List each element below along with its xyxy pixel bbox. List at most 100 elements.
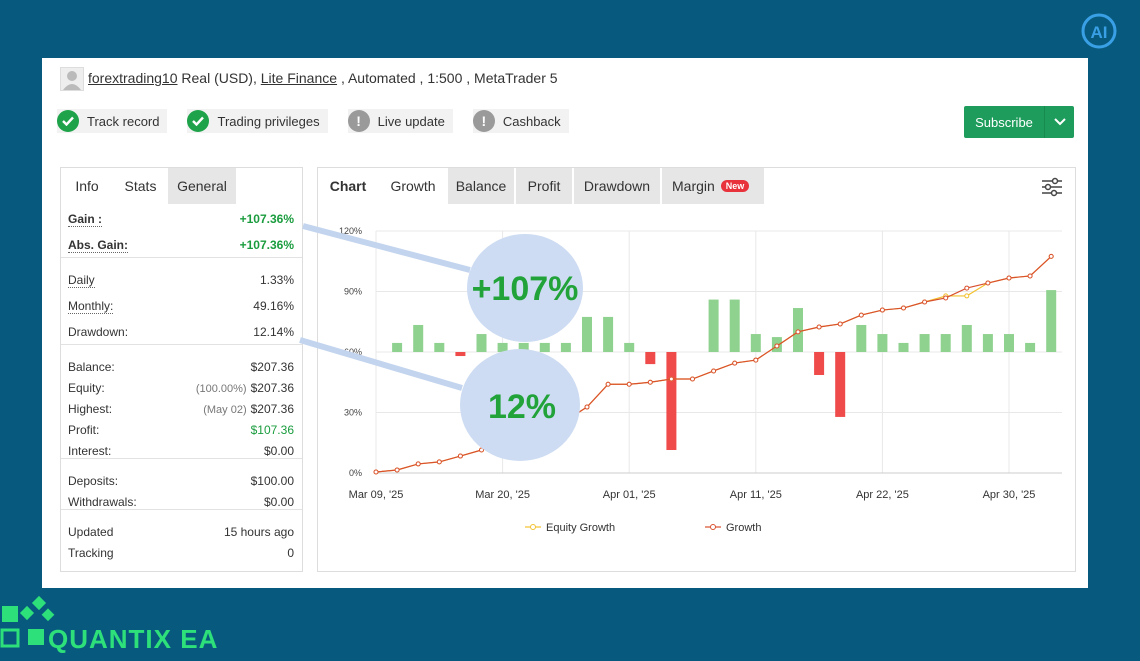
x-tick-label: Mar 20, '25 bbox=[475, 489, 530, 501]
series-point bbox=[837, 321, 843, 327]
daily-bar bbox=[961, 324, 972, 352]
stat-value: 12.14% bbox=[253, 325, 294, 339]
stat-label: Updated bbox=[68, 525, 114, 539]
daily-bar bbox=[898, 342, 909, 352]
daily-bar bbox=[413, 324, 424, 352]
series-point bbox=[901, 305, 906, 311]
stat-label: Interest: bbox=[68, 444, 112, 458]
x-tick-label: Apr 30, '25 bbox=[983, 489, 1036, 501]
stat-label: Daily bbox=[68, 273, 95, 288]
series-point bbox=[1006, 275, 1012, 281]
chevron bbox=[1053, 118, 1066, 126]
tab[interactable]: Drawdown bbox=[574, 168, 660, 204]
series-point bbox=[732, 360, 738, 366]
stat-value: $0.00 bbox=[263, 495, 294, 509]
stat-value-wrap: $207.36 bbox=[251, 360, 294, 374]
stat-value-wrap: $107.36 bbox=[251, 423, 294, 437]
stat-label: Profit: bbox=[68, 423, 100, 437]
account-type: Real (USD), bbox=[181, 70, 257, 86]
logo-text: QUANTIX EA bbox=[48, 624, 218, 654]
series-point bbox=[626, 381, 632, 387]
stat-value-wrap: 1.33% bbox=[260, 273, 294, 288]
stat-label: Abs. Gain: bbox=[68, 238, 129, 253]
series-point bbox=[858, 312, 864, 318]
badge: ! Cashback bbox=[472, 109, 569, 133]
daily-bar bbox=[434, 342, 445, 352]
badge-label: Live update bbox=[377, 113, 445, 129]
tab[interactable]: Margin New bbox=[662, 168, 764, 204]
tab[interactable]: Balance bbox=[448, 168, 514, 204]
callout-text: 12% bbox=[488, 388, 556, 426]
stat-value-wrap: 12.14% bbox=[253, 325, 294, 339]
stats-panel: Info Stats General Gain : +107.36% Abs. Gain:… bbox=[60, 167, 303, 572]
daily-bar bbox=[856, 324, 867, 352]
series-point bbox=[943, 295, 949, 301]
stat-value: $207.36 bbox=[250, 381, 294, 395]
stat-row: Monthly: 49.16% bbox=[68, 299, 294, 314]
y-tick-label: 0% bbox=[349, 468, 362, 478]
separator bbox=[61, 344, 302, 345]
badge-label: Track record bbox=[87, 113, 160, 129]
series-point bbox=[584, 404, 590, 410]
stat-label: Balance: bbox=[68, 360, 115, 374]
stat-row: Daily 1.33% bbox=[68, 273, 294, 288]
badge-icon bbox=[57, 110, 79, 132]
separator bbox=[61, 458, 302, 459]
badges: Track record Trading privileges! Live upda… bbox=[57, 109, 569, 133]
tab[interactable]: Chart bbox=[318, 168, 378, 204]
daily-bar bbox=[497, 342, 508, 352]
stat-label: Tracking bbox=[68, 546, 114, 560]
series-point bbox=[1048, 253, 1054, 259]
stat-row: Equity: (100.00%) $207.36 bbox=[68, 381, 294, 395]
separator bbox=[61, 509, 302, 510]
stat-value-wrap: (100.00%) $207.36 bbox=[196, 381, 294, 395]
stat-row: Highest: (May 02) $207.36 bbox=[68, 402, 294, 416]
legend-marker bbox=[710, 524, 716, 530]
tab[interactable]: General bbox=[168, 168, 236, 204]
daily-bar bbox=[582, 316, 592, 352]
legend-label: Equity Growth bbox=[546, 522, 615, 534]
daily-bar bbox=[729, 299, 740, 352]
badge-label: Cashback bbox=[502, 113, 561, 129]
stat-row: Abs. Gain: +107.36% bbox=[68, 238, 294, 253]
stat-row: Withdrawals: $0.00 bbox=[68, 495, 294, 509]
stat-value-wrap: 15 hours ago bbox=[224, 525, 294, 539]
y-tick-label: 30% bbox=[344, 408, 362, 418]
tab[interactable]: Stats bbox=[114, 168, 167, 204]
daily-bar bbox=[392, 342, 403, 352]
daily-bar bbox=[476, 334, 487, 352]
daily-bar bbox=[982, 334, 993, 352]
tab[interactable]: Info bbox=[61, 168, 113, 204]
user-link[interactable]: forextrading10 bbox=[88, 70, 178, 86]
y-tick-label: 120% bbox=[339, 226, 362, 236]
daily-bar bbox=[560, 342, 571, 352]
chart-panel: Chart Growth Balance Profit Drawdown Margin Ne… bbox=[317, 167, 1076, 572]
stat-value-wrap: $100.00 bbox=[251, 474, 294, 488]
settings-icon[interactable] bbox=[1041, 177, 1063, 197]
stat-row: Profit: $107.36 bbox=[68, 423, 294, 437]
badge-icon: ! bbox=[472, 110, 495, 132]
stat-row: Interest: $0.00 bbox=[68, 444, 294, 458]
stat-label: Deposits: bbox=[68, 474, 119, 488]
tab[interactable]: Profit bbox=[516, 168, 572, 204]
series-point bbox=[373, 469, 379, 475]
daily-bar bbox=[1025, 342, 1036, 352]
daily-bar bbox=[455, 352, 466, 357]
subscribe-dropdown[interactable] bbox=[1044, 106, 1074, 138]
stat-value: $100.00 bbox=[250, 474, 294, 488]
series-point bbox=[647, 379, 653, 385]
stat-label: Gain : bbox=[68, 212, 103, 227]
series-point bbox=[394, 467, 400, 473]
series-point bbox=[985, 280, 991, 286]
broker-link[interactable]: Lite Finance bbox=[260, 70, 338, 86]
stat-note: (May 02) bbox=[203, 404, 247, 416]
stat-value: 0 bbox=[287, 546, 294, 560]
account-details: , Automated , 1:500 , MetaTrader 5 bbox=[340, 70, 558, 86]
subscribe-button[interactable]: Subscribe bbox=[964, 106, 1074, 138]
subscribe-label: Subscribe bbox=[975, 114, 1033, 130]
callout-pointer bbox=[299, 337, 463, 391]
daily-bar bbox=[603, 316, 614, 352]
daily-bar bbox=[708, 299, 719, 352]
tab[interactable]: Growth bbox=[380, 168, 446, 204]
